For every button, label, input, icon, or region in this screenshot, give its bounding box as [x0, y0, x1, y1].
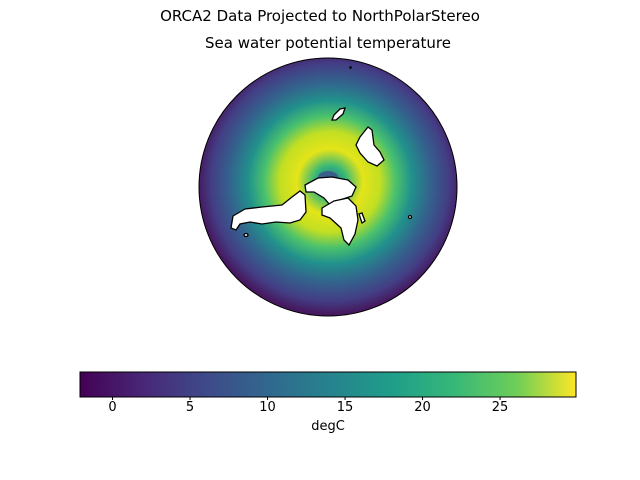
- colorbar-tick-label: 5: [185, 400, 195, 415]
- land-islet: [407, 214, 413, 220]
- land-islet: [358, 212, 366, 225]
- colorbar-tick-label: 10: [259, 400, 276, 415]
- colorbar-tick-label: 0: [108, 400, 117, 415]
- colorbar-tick-label: 25: [491, 400, 509, 415]
- colorbar-tick-label: 20: [414, 400, 431, 415]
- land-islet: [349, 66, 352, 69]
- colorbar: [79, 371, 577, 398]
- colorbar-ticks: [112, 397, 501, 400]
- land-northeast: [355, 126, 385, 167]
- colorbar-label: degC: [311, 419, 345, 434]
- map-boundary: [198, 57, 458, 317]
- land-masses: [230, 66, 413, 247]
- land-west: [230, 190, 307, 231]
- land-south: [321, 197, 359, 247]
- land-north-island: [331, 107, 346, 121]
- land-islet: [243, 232, 249, 238]
- colorbar-tick-label: 15: [336, 400, 354, 415]
- figure-suptitle: ORCA2 Data Projected to NorthPolarStereo: [160, 7, 480, 25]
- map-title: Sea water potential temperature: [205, 34, 451, 52]
